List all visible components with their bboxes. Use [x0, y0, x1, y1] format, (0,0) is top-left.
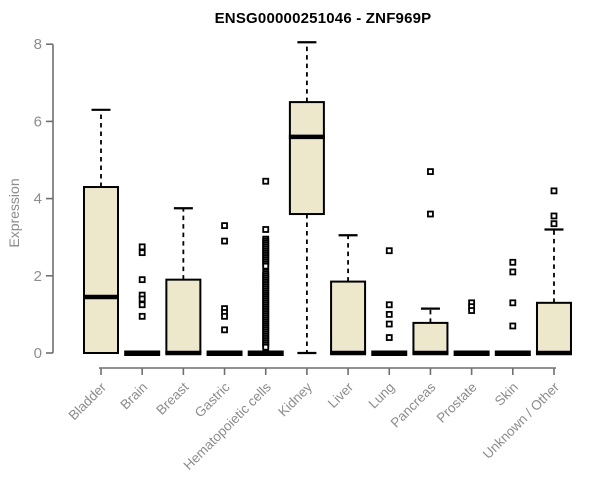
outlier-point: [221, 312, 228, 320]
collapsed-box: [247, 350, 284, 356]
collapsed-box: [371, 350, 408, 356]
x-tick-label: Skin: [492, 380, 521, 409]
y-tick-label: 0: [34, 345, 42, 362]
outlier-point: [509, 258, 517, 266]
outlier-point: [550, 187, 558, 195]
y-tick-label: 2: [34, 268, 42, 285]
outlier-point: [262, 226, 270, 233]
chart-title: ENSG00000251046 - ZNF969P: [214, 10, 432, 27]
outlier-point: [262, 343, 270, 351]
box: [412, 321, 449, 354]
x-tick-label: Breast: [153, 379, 191, 417]
outlier-point: [550, 220, 558, 228]
box: [165, 278, 202, 354]
x-tick-label: Liver: [325, 379, 357, 411]
x-tick-label: Gastric: [192, 379, 233, 420]
outlier-point: [262, 177, 270, 185]
outlier-point: [138, 249, 146, 257]
outlier-point: [550, 212, 558, 220]
outlier-point: [138, 243, 146, 251]
y-tick-label: 8: [34, 36, 42, 53]
box: [83, 186, 119, 354]
x-tick-label: Lung: [366, 380, 398, 412]
outlier-point: [427, 168, 434, 175]
box: [535, 301, 572, 355]
collapsed-box: [206, 350, 243, 356]
outlier-point: [509, 322, 517, 330]
x-tick-label: Unknown / Other: [480, 379, 563, 462]
box: [330, 280, 367, 354]
box: [288, 101, 325, 216]
collapsed-box: [453, 350, 490, 356]
outlier-point: [138, 312, 146, 320]
outlier-point: [509, 268, 517, 276]
outlier-point: [262, 262, 270, 270]
outlier-point: [385, 301, 393, 309]
y-tick-label: 4: [34, 191, 42, 208]
collapsed-box: [494, 350, 531, 356]
outlier-point: [221, 222, 228, 230]
outlier-point: [468, 307, 476, 314]
outlier-point: [385, 334, 393, 341]
outlier-point: [138, 295, 146, 303]
outlier-point: [385, 320, 393, 328]
outlier-point: [221, 237, 228, 245]
outlier-point: [385, 247, 393, 255]
outlier-point: [138, 276, 146, 284]
x-tick-label: Kidney: [275, 379, 315, 419]
x-tick-label: Brain: [117, 380, 150, 413]
collapsed-box: [124, 350, 161, 356]
outlier-point: [138, 301, 146, 309]
outlier-point: [509, 299, 517, 307]
x-tick-label: Prostate: [434, 380, 480, 426]
outlier-point: [221, 326, 228, 334]
outlier-point: [427, 210, 434, 218]
x-tick-label: Bladder: [66, 379, 110, 423]
y-tick-label: 6: [34, 113, 42, 130]
x-tick-label: Pancreas: [388, 379, 439, 430]
outlier-point: [385, 310, 393, 318]
